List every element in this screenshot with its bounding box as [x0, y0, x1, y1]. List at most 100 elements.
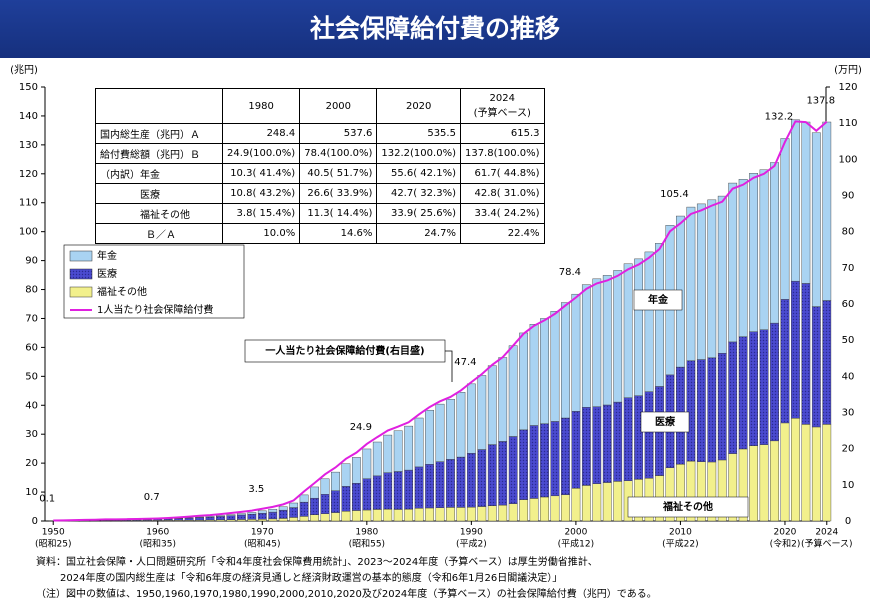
bar-segment [456, 456, 466, 508]
bar-segment [791, 280, 800, 419]
y-tick-label: 130 [19, 140, 38, 151]
y2-tick-label: 120 [838, 82, 857, 93]
bar-segment [331, 471, 340, 491]
bar-segment [362, 448, 372, 479]
bar-segment [226, 514, 236, 516]
table-cell: Ｂ／Ａ [95, 223, 223, 244]
bar-segment [435, 403, 445, 462]
bar-segment [749, 445, 758, 522]
table-cell: 42.7( 32.3%) [376, 183, 461, 204]
y2-tick-label: 50 [842, 335, 855, 346]
bar-segment [571, 411, 581, 489]
bar-segment [592, 406, 602, 484]
bar-segment [362, 478, 372, 511]
bar-segment [216, 516, 225, 521]
bar-segment [498, 504, 508, 522]
y-tick-label: 0 [32, 516, 38, 527]
bar-segment [414, 508, 424, 522]
bar-segment [780, 422, 790, 522]
x-tick-label: 1960 [146, 528, 169, 538]
y2-tick-label: 40 [842, 371, 855, 382]
table-cell: 537.6 [299, 123, 378, 144]
x-tick-label: 2000 [564, 528, 587, 538]
bar-segment [425, 507, 434, 522]
bar-segment [278, 506, 288, 511]
bar-segment [372, 441, 382, 477]
col-header-year: 2024 [489, 93, 515, 104]
y-tick-label: 70 [25, 313, 38, 324]
bar-segment [278, 509, 288, 519]
bar-segment [581, 407, 591, 486]
table-cell: 22.4% [459, 223, 545, 244]
table-row: Ｂ／Ａ 10.0% 14.6% 24.7% 22.4% [95, 223, 545, 244]
bar-segment [791, 119, 800, 282]
y-tick-label: 110 [19, 198, 38, 209]
bar-segment [801, 283, 811, 425]
bar-segment [822, 300, 832, 425]
bar-segment [341, 463, 351, 487]
table-cell: 24.9(100.0%) [221, 143, 301, 164]
legend-swatch [69, 250, 93, 262]
bar-segment [696, 359, 706, 462]
bar-segment [529, 425, 539, 499]
table-cell: 11.3( 14.4%) [299, 203, 378, 224]
total-label: 78.4 [559, 267, 581, 278]
bar-segment [550, 421, 560, 497]
bar-segment [268, 511, 278, 520]
bar-segment [487, 505, 497, 522]
bar-segment [477, 506, 487, 522]
bar-segment [393, 509, 403, 522]
bar-segment [372, 475, 382, 510]
bar-segment [592, 278, 602, 407]
table-cell: 10.3( 41.4%) [221, 163, 301, 184]
bar-segment [822, 121, 832, 301]
table-cell: 26.6( 33.9%) [299, 183, 378, 204]
legend-label: 医療 [97, 267, 117, 280]
bar-segment [435, 461, 445, 508]
bar-segment [174, 518, 184, 521]
bar-segment [257, 510, 267, 514]
bar-segment [372, 509, 382, 522]
bar-segment [540, 496, 549, 522]
bar-segment [550, 495, 560, 522]
y-tick-label: 60 [25, 342, 38, 353]
bar-segment [811, 426, 821, 522]
bar-segment [268, 518, 278, 522]
bar-segment [414, 417, 424, 468]
legend-label: 福祉その他 [97, 285, 147, 298]
y-tick-label: 80 [25, 285, 38, 296]
bar-segment [811, 306, 821, 428]
series-tag-box [627, 496, 749, 518]
x-tick-label: 1990 [460, 528, 483, 538]
bar-segment [801, 121, 811, 284]
bar-segment [247, 519, 257, 522]
bar-segment [519, 499, 529, 522]
bar-segment [686, 206, 696, 361]
bar-segment [351, 483, 361, 511]
notes: 資料：国立社会保障・人口問題研究所「令和4年度社会保障費用統計」、2023～20… [36, 555, 657, 603]
bar-segment [466, 506, 476, 522]
table-header: 1980 2000 2020 2024 (予算ベース) [95, 88, 545, 124]
bar-segment [362, 509, 372, 522]
bar-segment [728, 341, 738, 454]
bar-segment [341, 510, 351, 522]
x-tick-label: 1950 [42, 528, 65, 538]
bar-segment [770, 440, 779, 522]
bar-segment [226, 515, 236, 520]
bar-segment [393, 471, 403, 510]
table-cell: 55.6( 42.1%) [376, 163, 461, 184]
bar-segment [237, 513, 246, 516]
x-tick-sublabel: (予算ベース) [801, 538, 853, 550]
bar-segment [299, 516, 309, 522]
legend-label: 1人当たり社会保障給付費 [97, 303, 213, 316]
bar-segment [759, 329, 769, 445]
bar-segment [320, 478, 330, 495]
bar-segment [707, 199, 717, 359]
corner [95, 88, 223, 124]
bar-segment [749, 173, 758, 332]
bar-segment [498, 357, 508, 442]
bar-segment [613, 481, 623, 522]
bar-segment [404, 469, 414, 510]
col-header: 2024 (予算ベース) [459, 88, 545, 124]
y-tick-label: 100 [19, 227, 38, 238]
